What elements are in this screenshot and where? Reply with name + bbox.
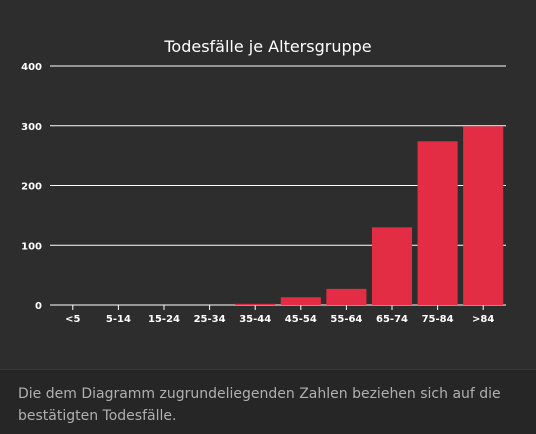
- y-tick-label: 0: [35, 301, 42, 312]
- x-tick-label: 15-24: [148, 314, 180, 325]
- x-tick-label: >84: [472, 314, 494, 325]
- x-axis-ticks: <5 5-14 15-24 25-34 35-44 45-54 55-64 65-74 75-8…: [65, 305, 494, 325]
- bar-65-74: [371, 227, 413, 305]
- y-axis-ticks: 0 100 200 300 400: [21, 62, 42, 312]
- chart-panel: Todesfälle je Altersgruppe 0 100 200 300 400…: [21, 37, 506, 325]
- bar-chart: Todesfälle je Altersgruppe 0 100 200 300 400…: [21, 37, 506, 325]
- y-tick-label: 300: [21, 122, 42, 133]
- x-tick-label: 55-64: [330, 314, 362, 325]
- bar-45-54: [280, 297, 321, 305]
- bar-55-64: [326, 288, 367, 305]
- x-tick-label: 25-34: [194, 314, 226, 325]
- y-tick-label: 200: [21, 182, 42, 193]
- y-tick-label: 100: [21, 241, 42, 252]
- x-tick-label: <5: [65, 314, 80, 325]
- x-tick-label: 65-74: [376, 314, 408, 325]
- bars: [235, 126, 504, 305]
- x-tick-label: 75-84: [422, 314, 454, 325]
- divider: [0, 369, 536, 370]
- bar-75-84: [417, 141, 458, 305]
- bar-35-44: [235, 303, 276, 305]
- x-tick-label: 45-54: [285, 314, 317, 325]
- x-tick-label: 5-14: [106, 314, 131, 325]
- y-tick-label: 400: [21, 62, 42, 73]
- x-tick-label: 35-44: [239, 314, 271, 325]
- chart-title: Todesfälle je Altersgruppe: [163, 37, 371, 56]
- chart-caption: Die dem Diagramm zugrundeliegenden Zahle…: [18, 386, 501, 424]
- bar->84: [463, 126, 504, 305]
